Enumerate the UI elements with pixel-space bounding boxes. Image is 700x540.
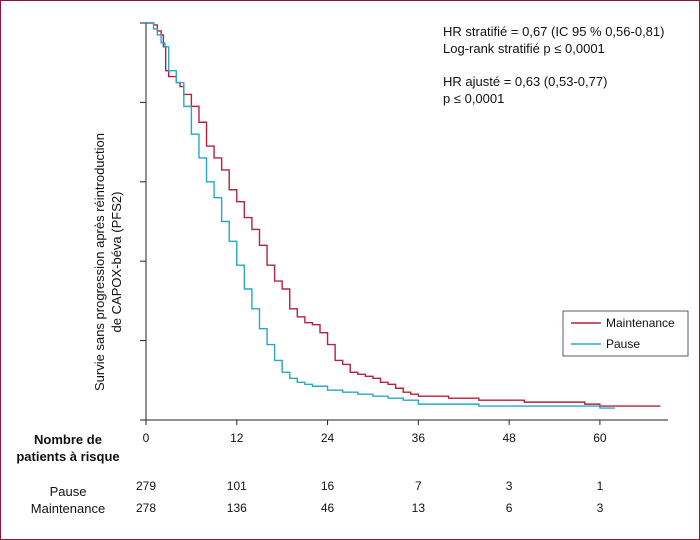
risk-count-maintenance: 136 — [227, 501, 247, 515]
annotation-logrank: Log-rank stratifié p ≤ 0,0001 — [443, 41, 605, 56]
x-tick-label: 48 — [502, 431, 516, 445]
y-axis-label-line2: de CAPOX-béva (PFS2) — [109, 192, 124, 333]
x-tick-label: 12 — [230, 431, 244, 445]
risk-table-header-line2: patients à risque — [16, 449, 119, 464]
risk-count-maintenance: 46 — [321, 501, 335, 515]
x-tick-label: 60 — [593, 431, 607, 445]
curve-pause — [146, 22, 616, 409]
legend-label-pause: Pause — [606, 337, 640, 351]
annotation-p-value: p ≤ 0,0001 — [443, 91, 504, 106]
x-tick-label: 36 — [412, 431, 426, 445]
risk-count-pause: 16 — [321, 479, 335, 493]
risk-count-maintenance: 6 — [506, 501, 513, 515]
x-tick-label: 0 — [143, 431, 150, 445]
risk-count-pause: 279 — [136, 479, 156, 493]
x-tick-label: 24 — [321, 431, 335, 445]
risk-table-header-line1: Nombre de — [34, 432, 102, 447]
risk-count-pause: 1 — [597, 479, 604, 493]
risk-group-label-maintenance: Maintenance — [31, 501, 105, 516]
curve-maintenance — [146, 22, 661, 407]
legend-label-maintenance: Maintenance — [606, 316, 675, 330]
legend: Maintenance Pause — [562, 310, 689, 357]
risk-group-label-pause: Pause — [50, 484, 87, 499]
risk-table: Nombre de patients à risque Pause Mainte… — [16, 432, 603, 516]
risk-count-maintenance: 3 — [597, 501, 604, 515]
annotation-hr-stratified: HR stratifié = 0,67 (IC 95 % 0,56-0,81) — [443, 24, 664, 39]
risk-count-pause: 101 — [227, 479, 247, 493]
legend-box — [562, 310, 689, 357]
axes: 0 12 24 36 48 60 — [140, 22, 668, 445]
risk-count-pause: 7 — [415, 479, 422, 493]
survival-curves — [146, 22, 661, 409]
risk-count-pause: 3 — [506, 479, 513, 493]
y-axis-label-line1: Survie sans progression après réintroduc… — [92, 133, 107, 391]
risk-count-maintenance: 278 — [136, 501, 156, 515]
annotation-hr-adjusted: HR ajusté = 0,63 (0,53-0,77) — [443, 74, 607, 89]
risk-count-maintenance: 13 — [412, 501, 426, 515]
